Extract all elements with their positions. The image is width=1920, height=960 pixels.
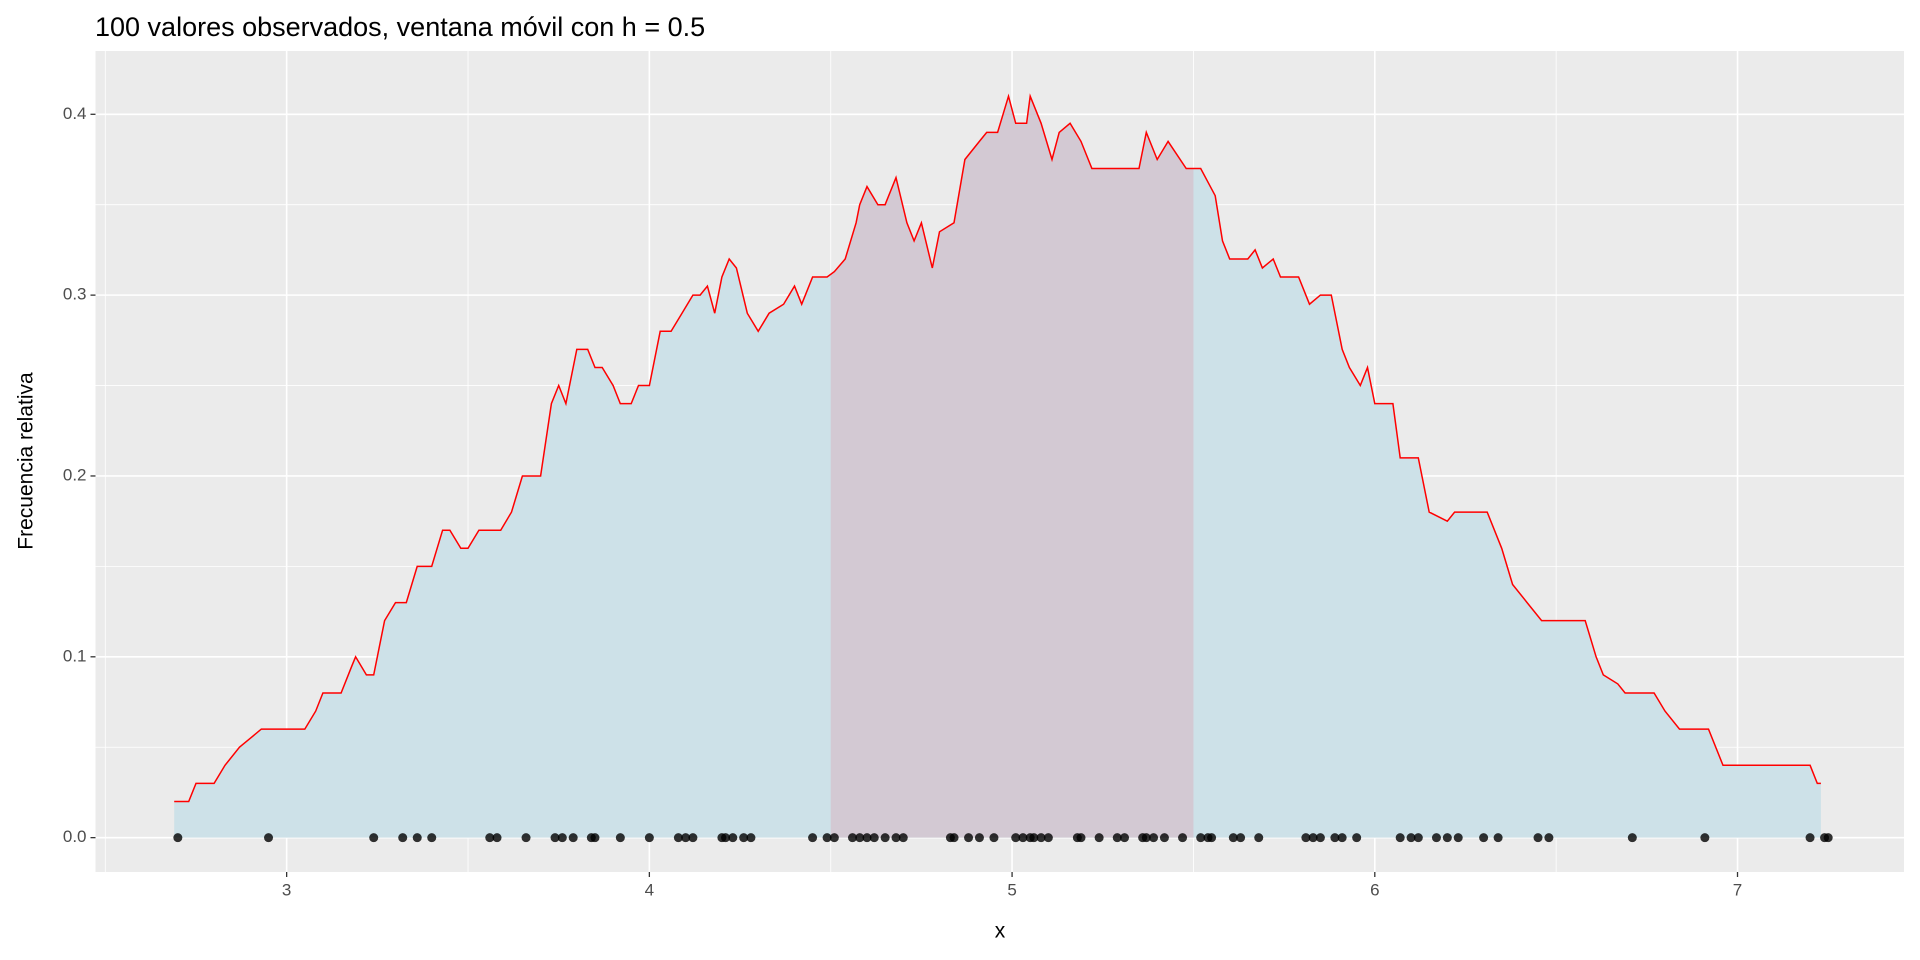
y-tick-label: 0.2	[63, 465, 87, 484]
point	[721, 833, 731, 843]
point	[1228, 833, 1238, 843]
point	[1207, 833, 1217, 843]
point	[1442, 833, 1452, 843]
point	[1406, 833, 1416, 843]
point	[1029, 833, 1039, 843]
point	[862, 833, 872, 843]
point	[615, 833, 625, 843]
point	[1330, 833, 1340, 843]
point	[264, 833, 274, 843]
point	[1395, 833, 1405, 843]
point	[1627, 833, 1637, 843]
point	[847, 833, 857, 843]
point	[728, 833, 738, 843]
point	[1544, 833, 1554, 843]
point	[1413, 833, 1423, 843]
point	[644, 833, 654, 843]
point	[1149, 833, 1159, 843]
point	[688, 833, 698, 843]
y-tick-label: 0.0	[63, 827, 87, 846]
point	[1018, 833, 1028, 843]
point	[568, 833, 578, 843]
point	[369, 833, 379, 843]
point	[1352, 833, 1362, 843]
point	[949, 833, 959, 843]
point	[964, 833, 974, 843]
point	[557, 833, 567, 843]
point	[1431, 833, 1441, 843]
point	[427, 833, 437, 843]
point	[1076, 833, 1086, 843]
point	[1805, 833, 1815, 843]
point	[1700, 833, 1710, 843]
highlight-area	[830, 96, 1194, 838]
point	[173, 833, 183, 843]
point	[1315, 833, 1325, 843]
point	[1011, 833, 1021, 843]
point	[673, 833, 683, 843]
point	[891, 833, 901, 843]
point	[869, 833, 879, 843]
y-axis-title: Frecuencia relativa	[15, 372, 38, 550]
y-tick-label: 0.4	[63, 104, 87, 123]
point	[989, 833, 999, 843]
point	[398, 833, 408, 843]
point	[1493, 833, 1503, 843]
point	[855, 833, 865, 843]
point	[1254, 833, 1264, 843]
y-tick-label: 0.3	[63, 285, 87, 304]
point	[412, 833, 422, 843]
point	[1159, 833, 1169, 843]
point	[898, 833, 908, 843]
point	[1120, 833, 1130, 843]
line	[174, 93, 1821, 803]
y-tick-label: 0.1	[63, 646, 87, 665]
point	[681, 833, 691, 843]
x-tick-label: 4	[645, 880, 654, 899]
point	[1479, 833, 1489, 843]
point	[1301, 833, 1311, 843]
point	[550, 833, 560, 843]
point	[1141, 833, 1151, 843]
point	[1337, 833, 1347, 843]
point	[1178, 833, 1188, 843]
x-tick-label: 6	[1370, 880, 1379, 899]
point	[829, 833, 839, 843]
point	[485, 833, 495, 843]
point	[1112, 833, 1122, 843]
x-tick-label: 3	[282, 880, 291, 899]
point	[1196, 833, 1206, 843]
point	[746, 833, 756, 843]
point	[1823, 833, 1833, 843]
point	[808, 833, 818, 843]
point	[880, 833, 890, 843]
point	[1043, 833, 1053, 843]
point	[1308, 833, 1318, 843]
x-tick-label: 5	[1007, 880, 1016, 899]
chart-title: 100 valores observados, ventana móvil co…	[95, 12, 705, 42]
point	[1236, 833, 1246, 843]
point	[521, 833, 531, 843]
x-tick-label: 7	[1733, 880, 1742, 899]
point	[822, 833, 832, 843]
point	[739, 833, 749, 843]
point	[492, 833, 502, 843]
x-axis-title: x	[995, 920, 1006, 943]
point	[590, 833, 600, 843]
point	[1036, 833, 1046, 843]
point	[1094, 833, 1104, 843]
point	[974, 833, 984, 843]
point	[1533, 833, 1543, 843]
point	[1453, 833, 1463, 843]
